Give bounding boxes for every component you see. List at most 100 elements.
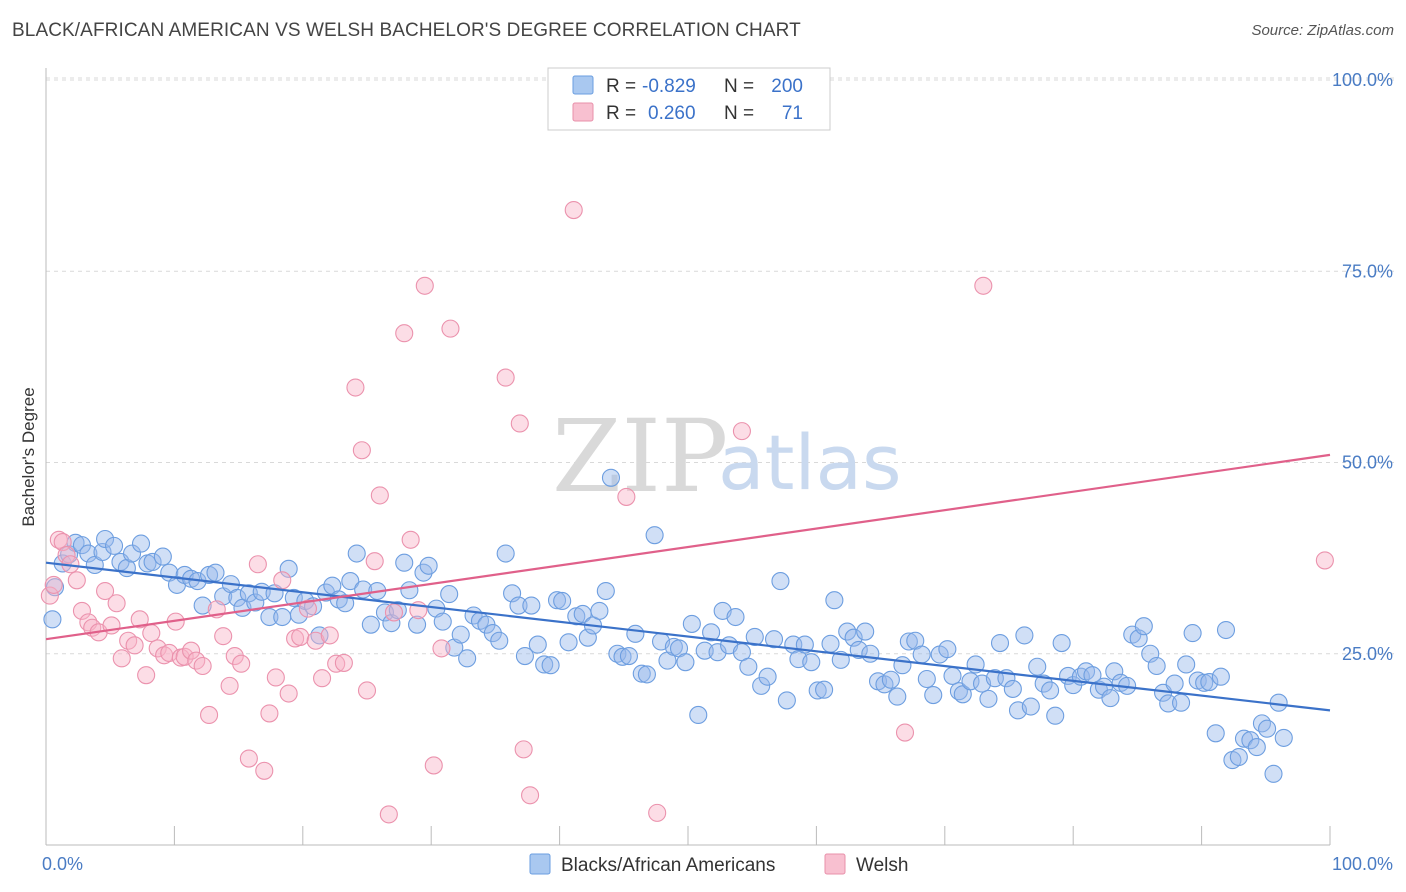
blacks-point <box>143 552 162 572</box>
blacks-point <box>273 607 292 627</box>
blacks-point <box>553 591 572 611</box>
blacks-point <box>726 607 745 627</box>
blacks-point <box>739 657 758 676</box>
blacks-point <box>1046 706 1065 725</box>
blacks-point <box>637 665 656 684</box>
blacks-point <box>590 601 609 620</box>
welsh-point <box>239 749 258 768</box>
welsh-point <box>248 555 267 574</box>
welsh-point <box>357 681 377 700</box>
blacks-point <box>825 591 844 610</box>
legend-r-label-2: R = <box>606 103 636 124</box>
blacks-point <box>1147 656 1166 676</box>
blacks-point <box>206 563 225 582</box>
welsh-point <box>334 653 353 672</box>
blacks-point <box>79 544 98 563</box>
blacks-point <box>1134 617 1153 636</box>
welsh-point <box>232 654 251 673</box>
welsh-point <box>346 378 365 397</box>
bottom-legend-swatch-blue <box>529 853 551 875</box>
blacks-point <box>708 643 727 662</box>
x-tick-labels: 0.0% 100.0% <box>42 854 1393 874</box>
blacks-point <box>458 649 477 668</box>
blacks-point <box>528 635 547 654</box>
blacks-point <box>849 640 868 659</box>
blacks-point <box>1264 764 1283 783</box>
blacks-point <box>1195 673 1214 692</box>
blacks-point <box>1041 681 1060 700</box>
blacks-point <box>483 624 502 643</box>
blacks-point <box>1105 662 1124 681</box>
blacks-point <box>509 596 528 615</box>
blacks-point <box>541 656 560 675</box>
y-tick-label-75: 75.0% <box>1342 261 1393 281</box>
blacks-point <box>943 666 962 685</box>
blacks-point <box>1028 657 1047 676</box>
welsh-point <box>220 676 239 695</box>
y-tick-labels: 25.0% 50.0% 75.0% 100.0% <box>1332 70 1393 664</box>
trend-line-welsh <box>45 453 1331 641</box>
blacks-point <box>1258 719 1277 738</box>
welsh-point <box>521 786 540 805</box>
x-tick-label-max: 100.0% <box>1332 854 1393 874</box>
welsh-point <box>432 639 451 658</box>
welsh-point <box>255 761 274 780</box>
blacks-point <box>912 645 931 664</box>
blacks-point <box>1003 679 1022 698</box>
welsh-point <box>57 546 76 565</box>
welsh-point <box>137 666 156 685</box>
welsh-point <box>44 575 63 594</box>
blacks-point <box>745 627 764 646</box>
blacks-point <box>490 631 509 650</box>
blacks-point <box>451 625 470 644</box>
series-blacks-points <box>43 468 1293 783</box>
bottom-legend-label-pink: Welsh <box>856 855 908 876</box>
blacks-point <box>408 615 427 634</box>
bottom-legend-swatch-pink <box>824 853 846 875</box>
blacks-point <box>1172 693 1191 712</box>
blacks-point <box>547 591 567 610</box>
welsh-point <box>200 705 219 725</box>
blacks-point <box>808 681 827 700</box>
welsh-point <box>313 669 332 688</box>
blacks-point <box>979 689 998 708</box>
y-tick-label-50: 50.0% <box>1342 453 1393 473</box>
blacks-point <box>246 593 265 612</box>
blacks-point <box>43 610 62 629</box>
welsh-point <box>273 571 292 590</box>
welsh-point <box>119 631 138 650</box>
blacks-point <box>1183 624 1202 643</box>
blacks-point <box>1252 714 1271 733</box>
blacks-point <box>440 585 459 604</box>
axes <box>45 68 1331 846</box>
welsh-point <box>182 641 201 660</box>
blacks-point <box>990 633 1010 653</box>
legend-n-value-1: 200 <box>771 76 803 97</box>
welsh-point <box>514 740 533 759</box>
welsh-point <box>40 586 59 605</box>
welsh-point <box>67 571 86 590</box>
blacks-point <box>395 553 414 572</box>
blacks-point <box>122 544 142 563</box>
blacks-point <box>193 596 212 615</box>
blacks-point <box>1234 729 1254 748</box>
blacks-point <box>893 656 912 675</box>
legend-n-label-1: N = <box>724 76 754 97</box>
blacks-point <box>341 572 360 591</box>
welsh-point <box>260 704 279 723</box>
welsh-point <box>193 656 212 676</box>
blacks-point <box>899 632 918 651</box>
blacks-point <box>917 669 936 689</box>
blacks-point <box>433 612 452 631</box>
welsh-point <box>72 601 92 620</box>
blacks-point <box>764 630 784 649</box>
blacks-point <box>228 588 247 607</box>
blacks-point <box>515 646 534 666</box>
blacks-point <box>881 670 900 689</box>
blacks-point <box>1034 674 1053 693</box>
welsh-point <box>384 603 404 622</box>
series-legend: Blacks/African Americans Welsh <box>529 853 908 876</box>
blacks-point <box>596 581 615 601</box>
blacks-point <box>676 653 695 672</box>
blacks-point <box>752 676 771 695</box>
